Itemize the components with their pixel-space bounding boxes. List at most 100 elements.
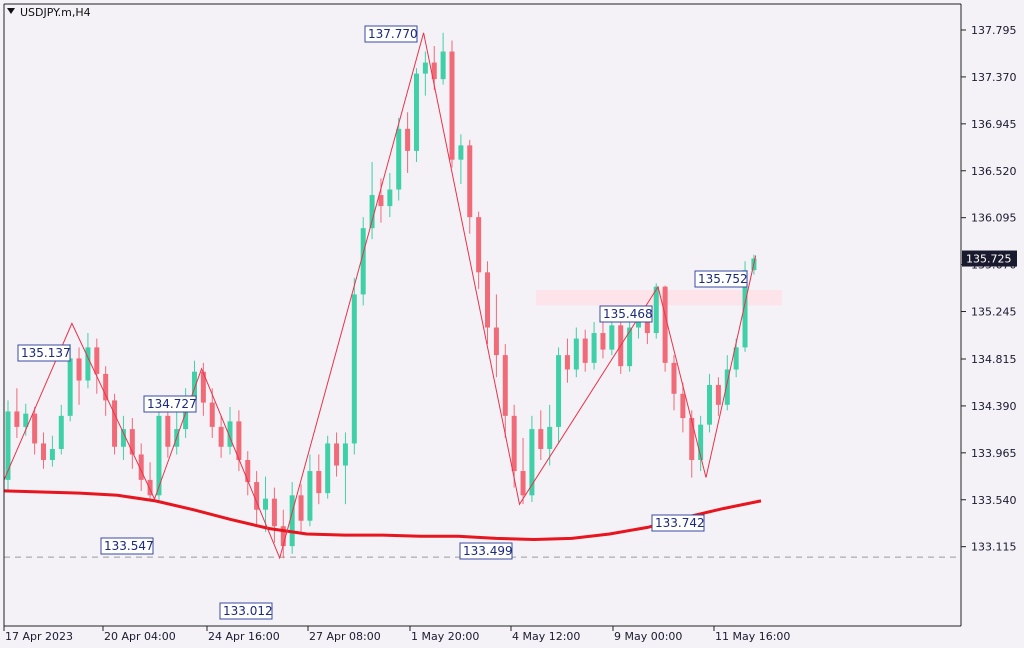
candle — [280, 509, 286, 559]
candle-body — [369, 195, 375, 229]
price-tick-label: 136.095 — [971, 212, 1017, 225]
candle — [396, 117, 402, 201]
zigzag-label-box — [694, 270, 748, 288]
candle — [138, 443, 144, 491]
candle-body — [67, 358, 73, 416]
moving-average-line — [3, 489, 762, 542]
candle — [476, 211, 482, 289]
candle-body — [662, 286, 668, 363]
candle-body — [502, 355, 508, 416]
candle — [94, 338, 100, 394]
time-tick-label: 4 May 12:00 — [512, 630, 580, 643]
candle-body — [707, 384, 713, 425]
candle-body — [547, 426, 553, 449]
zigzag-label-box — [100, 537, 154, 555]
candle-body — [289, 495, 295, 547]
time-tick-label: 11 May 16:00 — [715, 630, 790, 643]
price-tick-label: 134.390 — [971, 400, 1017, 413]
candle — [147, 462, 153, 500]
candle — [307, 454, 313, 527]
zigzag-label-box — [143, 395, 197, 413]
candle-body — [129, 429, 135, 455]
candle-body — [23, 413, 29, 427]
zigzag-label-text: 134.727 — [147, 397, 197, 411]
candle — [369, 161, 375, 240]
zigzag-label-box — [459, 542, 513, 560]
zigzag-price-label: 135.752 — [694, 270, 748, 288]
candle — [218, 415, 224, 458]
candle — [529, 415, 535, 502]
price-tick-label: 133.965 — [971, 447, 1017, 460]
candle — [573, 327, 579, 378]
resistance-zone — [536, 289, 782, 306]
candle — [49, 435, 55, 467]
candle-body — [49, 448, 55, 461]
candle — [449, 40, 455, 168]
zigzag-label-text: 133.499 — [463, 544, 513, 558]
candle — [556, 347, 562, 444]
candle — [342, 432, 348, 505]
zigzag-label-box — [219, 602, 273, 620]
candle — [564, 338, 570, 383]
candle — [325, 435, 331, 499]
time-tick-label: 24 Apr 16:00 — [208, 630, 280, 643]
candle-body — [511, 415, 517, 472]
candle — [707, 373, 713, 433]
price-tick-label: 134.815 — [971, 353, 1017, 366]
candle — [671, 355, 677, 411]
candle — [129, 418, 135, 469]
candle — [85, 333, 91, 389]
candle — [698, 415, 704, 472]
time-tick-label: 17 Apr 2023 — [5, 630, 73, 643]
zigzag-label-box — [364, 25, 418, 43]
price-tick-label: 135.245 — [971, 306, 1017, 319]
candle — [405, 112, 411, 173]
price-tick-label: 137.370 — [971, 71, 1017, 84]
candle-body — [14, 411, 20, 427]
candle-body — [263, 498, 269, 510]
candle-body — [103, 373, 109, 401]
zigzag-price-label: 133.742 — [651, 514, 705, 532]
candle — [103, 366, 109, 416]
candle-body — [698, 424, 704, 461]
candle-body — [147, 479, 153, 496]
candle — [316, 454, 322, 505]
candle — [493, 294, 499, 378]
candle — [209, 388, 215, 438]
time-tick-label: 9 May 00:00 — [614, 630, 682, 643]
candle — [271, 487, 277, 543]
candle-body — [458, 145, 464, 160]
candle — [502, 344, 508, 438]
price-tick-label: 136.945 — [971, 118, 1017, 131]
candle-body — [485, 272, 491, 328]
candle — [76, 347, 82, 405]
zigzag-price-label: 133.012 — [219, 602, 273, 620]
candle-body — [227, 421, 233, 447]
candle — [413, 68, 419, 162]
candle-body — [671, 362, 677, 394]
candle-body — [307, 471, 313, 521]
candle — [653, 283, 659, 339]
candle — [41, 432, 47, 469]
candle-body — [733, 347, 739, 370]
zigzag-line — [3, 32, 757, 560]
candle-body — [680, 393, 686, 419]
candle-body — [467, 145, 473, 218]
candle-body — [94, 347, 100, 374]
chart-menu-triangle-icon[interactable] — [7, 8, 15, 14]
candle — [547, 404, 553, 466]
candle — [680, 382, 686, 433]
candle-body — [653, 286, 659, 334]
candle-body — [271, 498, 277, 527]
candle — [298, 484, 304, 532]
candle — [715, 377, 721, 416]
candle-body — [120, 429, 126, 447]
current-price-label: 135.725 — [966, 253, 1012, 266]
candle — [351, 277, 357, 455]
candle-body — [449, 51, 455, 160]
candle-body — [378, 195, 384, 207]
candle-body — [200, 371, 206, 403]
candle — [600, 316, 606, 359]
